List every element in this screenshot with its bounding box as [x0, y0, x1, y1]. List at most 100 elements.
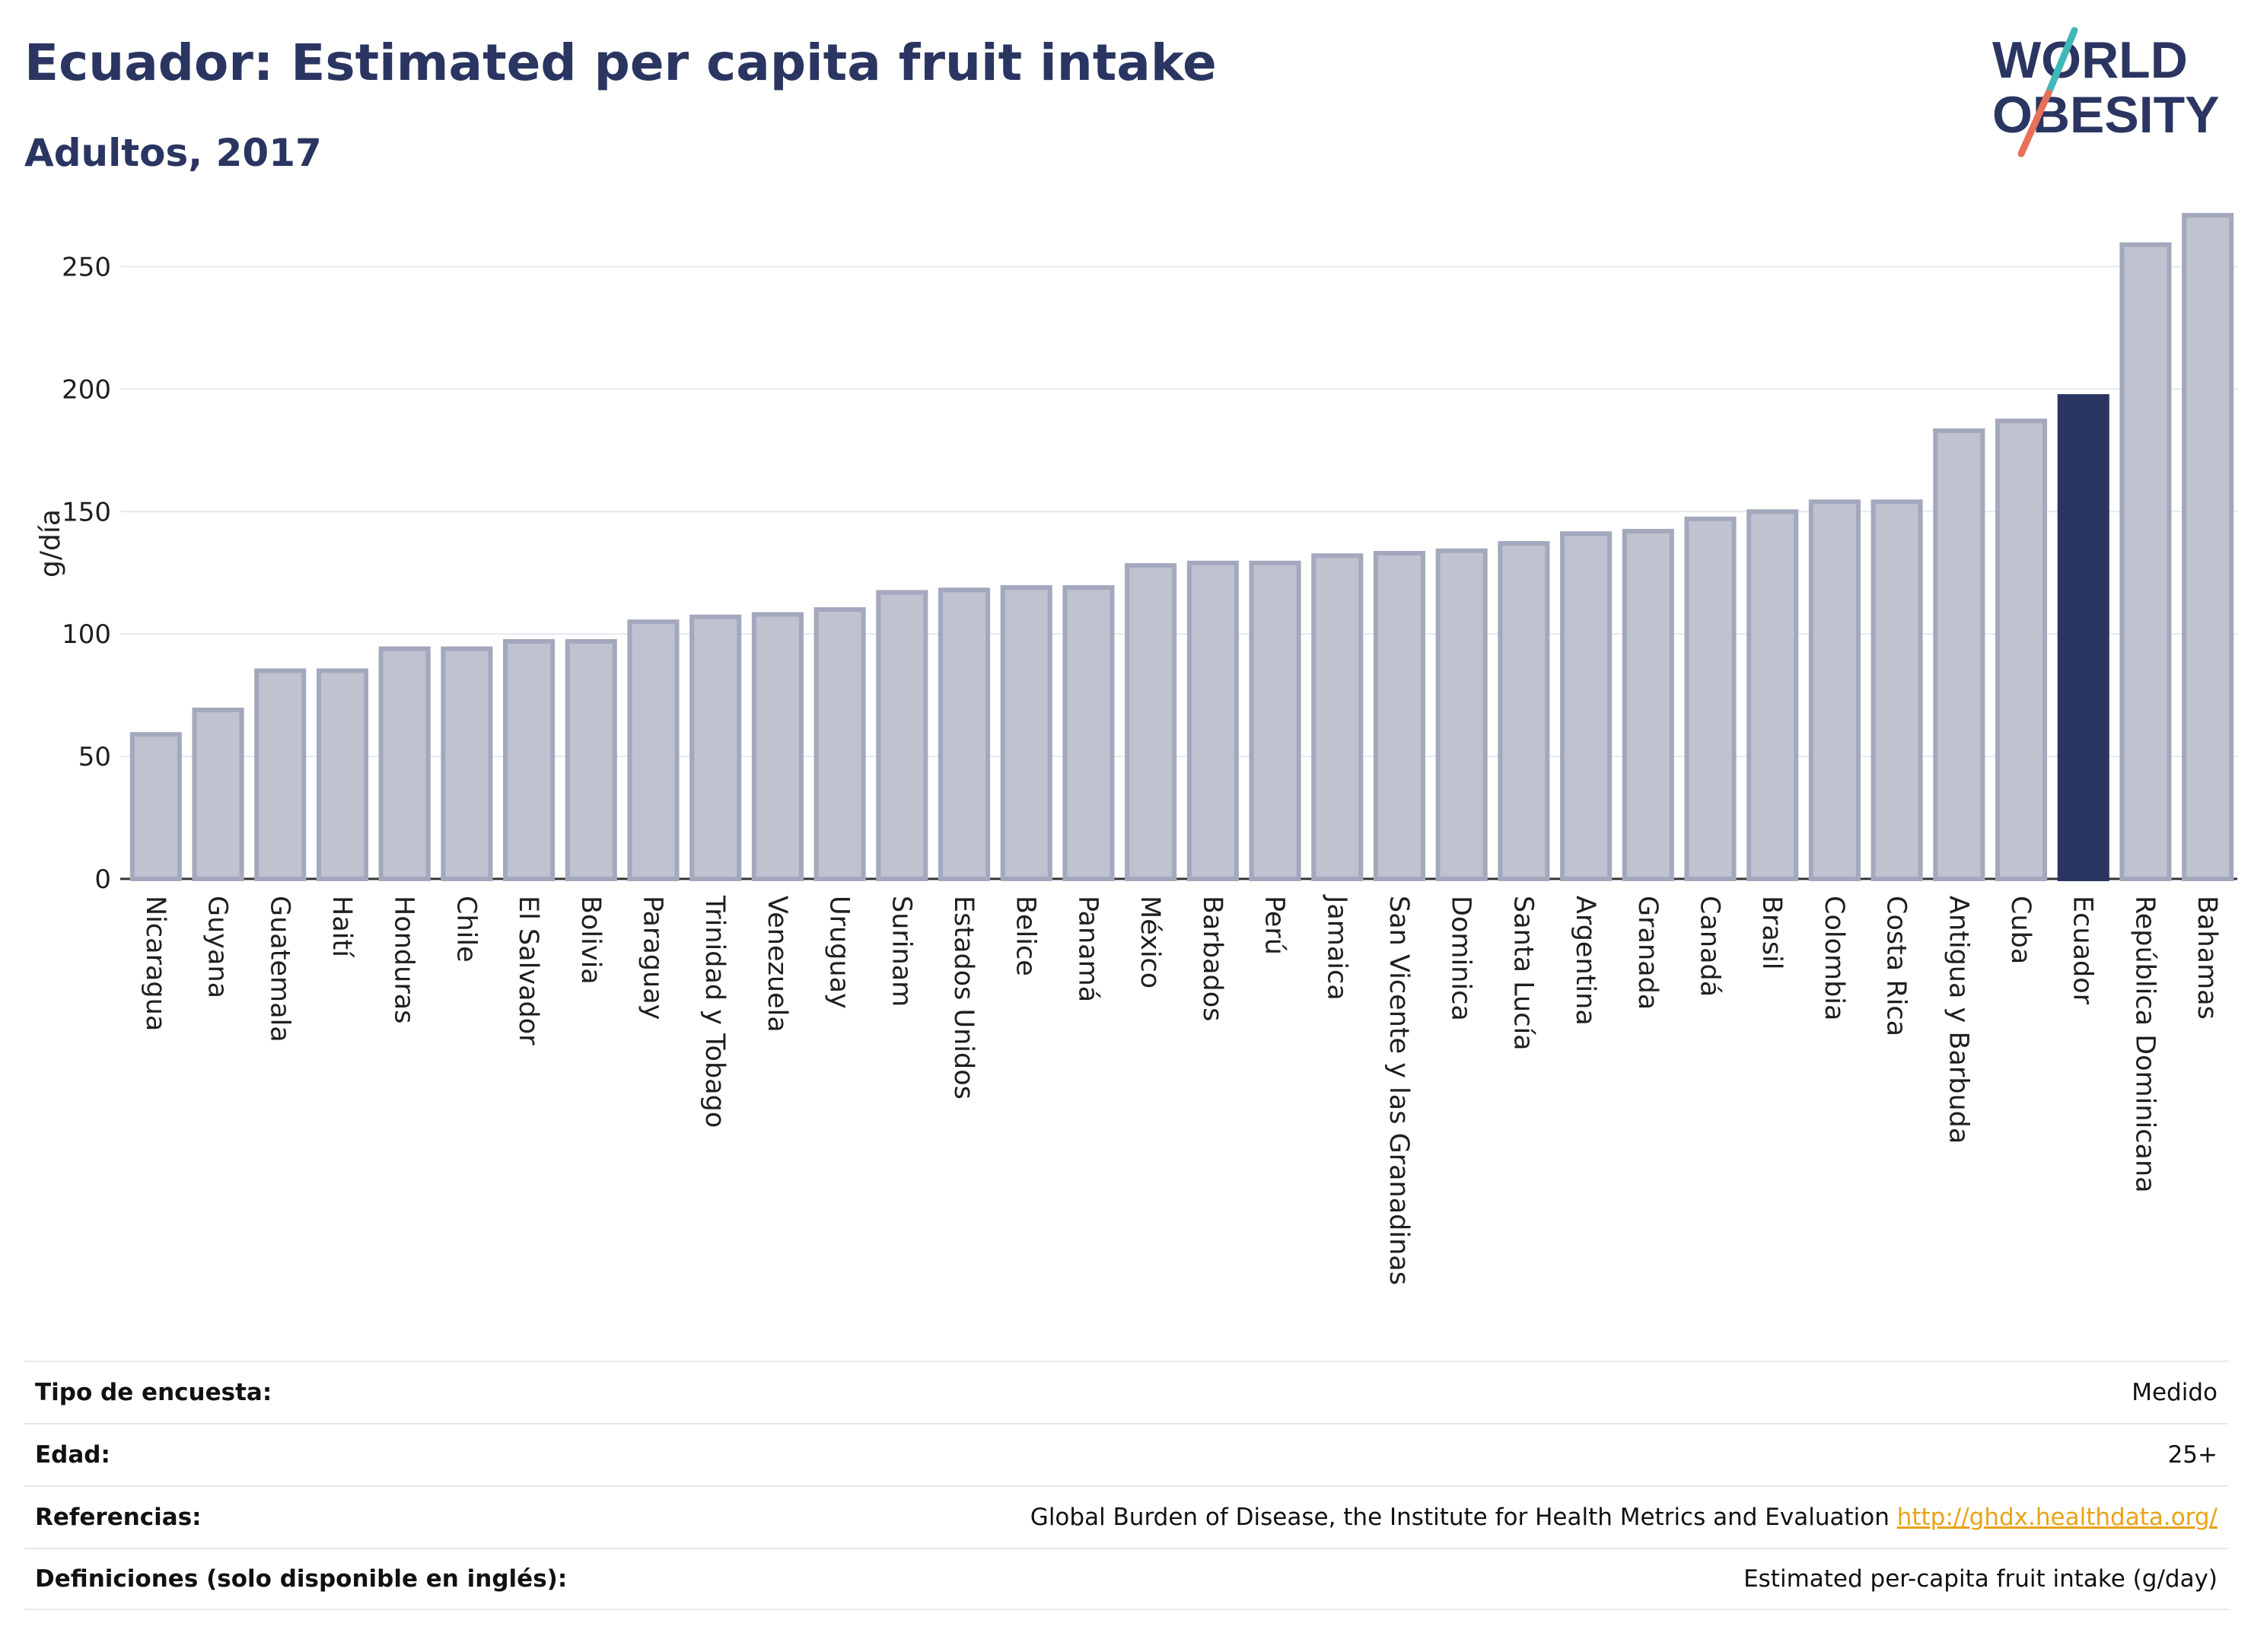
- bar-granada: [1622, 529, 1674, 881]
- footer-value: Medido: [2132, 1379, 2218, 1406]
- bar-chile: [441, 646, 493, 881]
- y-tick-label: 250: [62, 252, 111, 282]
- bar-paraguay: [627, 619, 680, 881]
- bar-bolivia: [565, 638, 617, 881]
- y-tick-label: 100: [62, 619, 111, 650]
- bar-chart: 0 50 100 150 200 250 Nicaragua Guyana Guatemala…: [35, 212, 2237, 1285]
- x-axis-ticks: Nicaragua Guyana Guatemala Haití Honduras Chi…: [140, 894, 2222, 1285]
- chart-subtitle: Adultos, 2017: [24, 131, 322, 175]
- bar-brasil: [1746, 509, 1799, 881]
- footer-label: Referencias:: [35, 1504, 202, 1531]
- x-tick-label: Nicaragua: [140, 896, 170, 1031]
- bar-belice: [1000, 585, 1052, 881]
- x-tick-label: Haití: [326, 896, 357, 958]
- footer-row-survey-type: Tipo de encuesta: Medido: [24, 1361, 2228, 1423]
- logo-word-world: WORLD: [1992, 31, 2188, 89]
- world-obesity-logo: WORLD OBESITY: [1992, 27, 2220, 158]
- bar-jamaica: [1311, 553, 1364, 881]
- bar-argentina: [1560, 531, 1613, 882]
- x-tick-label: Guyana: [202, 896, 233, 998]
- footer-label: Tipo de encuesta:: [35, 1379, 272, 1406]
- bar-canad-: [1684, 516, 1737, 881]
- chart-title: Ecuador: Estimated per capita fruit inta…: [24, 33, 1217, 92]
- x-tick-label: El Salvador: [513, 896, 543, 1046]
- bar-m-xico: [1125, 563, 1177, 882]
- x-tick-label: Argentina: [1570, 896, 1600, 1026]
- y-tick-label: 150: [62, 497, 111, 527]
- x-tick-label: Jamaica: [1321, 894, 1352, 1001]
- x-tick-label: Colombia: [1819, 896, 1849, 1020]
- bar-rep-blica-dominicana: [2119, 242, 2172, 881]
- bar-ecuador: [2057, 394, 2109, 881]
- y-tick-label: 200: [62, 374, 111, 405]
- bar-guyana: [192, 707, 244, 881]
- chart-bars: [129, 212, 2234, 882]
- footer-value: Global Burden of Disease, the Institute …: [1030, 1504, 2218, 1531]
- x-tick-label: Guatemala: [264, 896, 295, 1042]
- bar-hait-: [316, 668, 369, 881]
- bar-barbados: [1186, 560, 1239, 881]
- bar-uruguay: [813, 607, 866, 881]
- bar-panam-: [1062, 585, 1115, 881]
- y-tick-label: 50: [78, 742, 111, 772]
- x-tick-label: Cuba: [2005, 896, 2036, 964]
- footer-value: 25+: [2167, 1441, 2218, 1469]
- x-tick-label: Belice: [1011, 896, 1041, 976]
- bar-bahamas: [2182, 212, 2234, 881]
- reference-text: Global Burden of Disease, the Institute …: [1030, 1504, 1890, 1531]
- x-tick-label: Granada: [1632, 896, 1663, 1010]
- bar-colombia: [1808, 499, 1861, 882]
- x-tick-label: Costa Rica: [1881, 896, 1912, 1036]
- bar-per-: [1249, 560, 1301, 881]
- x-tick-label: Venezuela: [762, 896, 792, 1033]
- x-tick-label: Antigua y Barbuda: [1943, 896, 1973, 1144]
- x-tick-label: Perú: [1259, 896, 1290, 955]
- x-tick-label: Trinidad y Tobago: [699, 895, 730, 1128]
- x-tick-label: Barbados: [1197, 896, 1227, 1021]
- bar-dominica: [1435, 548, 1488, 881]
- y-axis-ticks: 0 50 100 150 200 250: [62, 252, 111, 895]
- bar-el-salvador: [503, 638, 556, 881]
- footer-row-references: Referencias: Global Burden of Disease, t…: [24, 1485, 2228, 1548]
- bar-venezuela: [751, 612, 804, 881]
- x-tick-label: Honduras: [389, 896, 419, 1023]
- x-tick-label: Estados Unidos: [948, 896, 979, 1100]
- bar-estados-unidos: [938, 587, 991, 881]
- x-tick-label: Ecuador: [2068, 896, 2098, 1005]
- y-axis-label: g/día: [35, 509, 66, 578]
- bar-nicaragua: [129, 732, 182, 881]
- bar-honduras: [378, 646, 431, 881]
- bar-santa-luc-a: [1498, 541, 1550, 881]
- logo-slash-teal: [2045, 27, 2078, 97]
- x-tick-label: México: [1135, 896, 1165, 988]
- x-tick-label: Paraguay: [638, 896, 668, 1020]
- footer-label: Definiciones (solo disponible en inglés)…: [35, 1565, 568, 1593]
- reference-link[interactable]: http://ghdx.healthdata.org/: [1896, 1504, 2218, 1531]
- bar-guatemala: [254, 668, 307, 881]
- footer-row-definitions: Definiciones (solo disponible en inglés)…: [24, 1548, 2228, 1610]
- bar-cuba: [1995, 419, 2048, 881]
- bar-surinam: [876, 590, 928, 881]
- x-tick-label: Panamá: [1072, 896, 1103, 1002]
- footer-table: Tipo de encuesta: Medido Edad: 25+ Refer…: [24, 1361, 2228, 1610]
- x-tick-label: Bolivia: [575, 896, 606, 985]
- bar-san-vicente-y-las-granadinas: [1373, 550, 1426, 881]
- bar-antigua-y-barbuda: [1933, 428, 1985, 881]
- logo-slash-red: [2017, 89, 2052, 158]
- x-tick-label: Brasil: [1756, 896, 1787, 970]
- y-tick-label: 0: [94, 864, 111, 895]
- footer-value: Estimated per-capita fruit intake (g/day…: [1743, 1565, 2218, 1593]
- footer-row-age: Edad: 25+: [24, 1423, 2228, 1485]
- x-tick-label: Chile: [451, 896, 481, 963]
- x-tick-label: Santa Lucía: [1508, 896, 1538, 1051]
- x-tick-label: San Vicente y las Granadinas: [1383, 896, 1414, 1285]
- x-tick-label: Bahamas: [2192, 896, 2222, 1020]
- x-tick-label: Dominica: [1446, 896, 1476, 1021]
- x-tick-label: Canadá: [1695, 896, 1725, 997]
- x-tick-label: Uruguay: [824, 896, 855, 1009]
- x-tick-label: República Dominicana: [2129, 896, 2160, 1193]
- x-tick-label: Surinam: [886, 896, 916, 1007]
- bar-trinidad-y-tobago: [689, 614, 742, 881]
- bar-costa-rica: [1871, 499, 1923, 882]
- footer-label: Edad:: [35, 1441, 110, 1469]
